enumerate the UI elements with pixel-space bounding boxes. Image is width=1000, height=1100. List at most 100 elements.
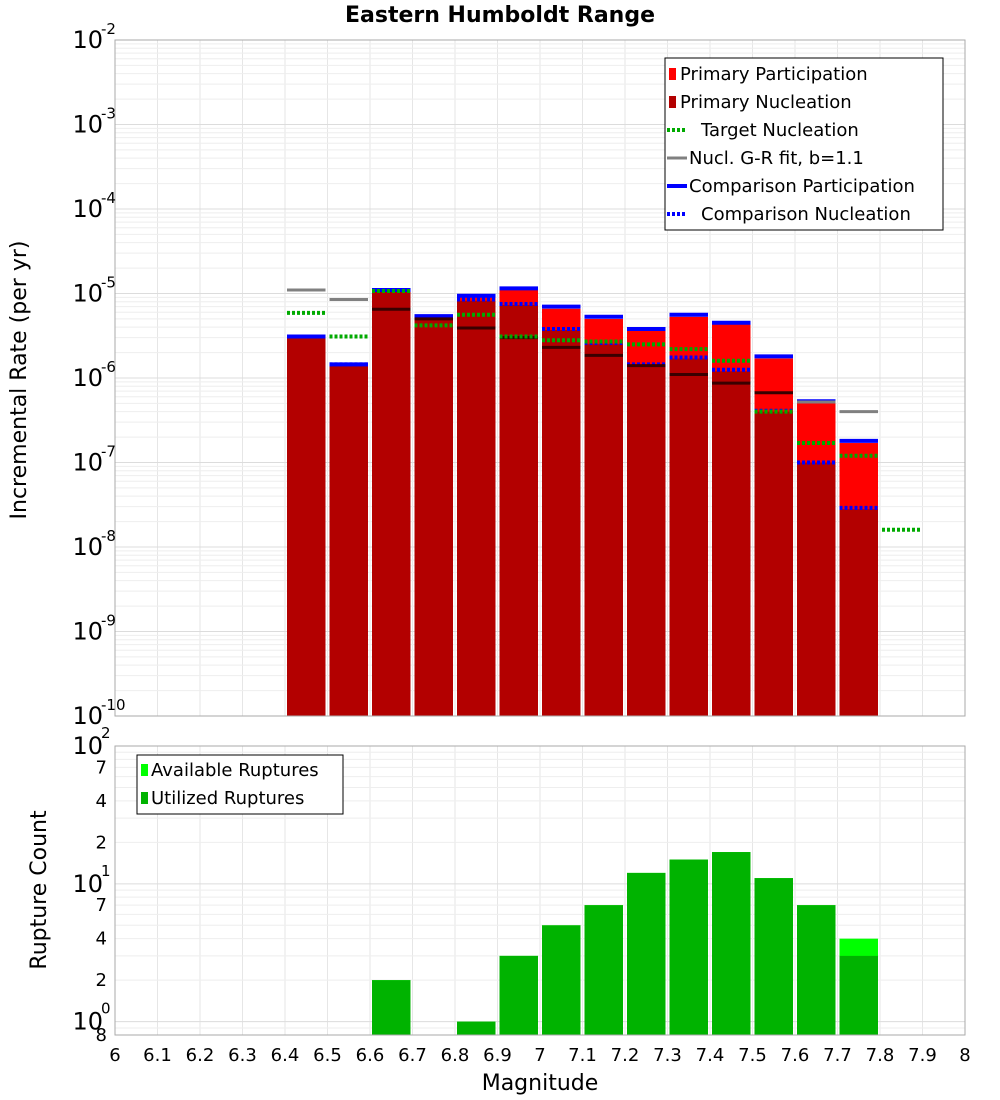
y-tick-label: 10: [72, 1008, 103, 1036]
legend-swatch: [669, 96, 676, 108]
legend-label: Target Nucleation: [700, 120, 859, 141]
nucleation-bar: [797, 462, 836, 716]
nucleation-bar: [754, 411, 793, 716]
bottom-plot-frame: [114, 745, 966, 1036]
top-legend: Primary Participation Primary Nucleation T…: [664, 57, 944, 231]
x-tick-label: 6.7: [398, 1045, 427, 1066]
x-tick-label: 6.9: [483, 1045, 512, 1066]
utilized-ruptures-bar: [839, 955, 878, 1035]
y-tick-label: 7: [96, 757, 107, 778]
x-tick-label: 7.9: [908, 1045, 937, 1066]
legend-item: Available Ruptures: [141, 760, 319, 781]
legend-label: Comparison Nucleation: [701, 204, 911, 225]
top-y-ticks: 10-210-310-410-510-610-710-810-910-10: [72, 20, 125, 730]
legend-swatch: [141, 792, 148, 804]
nucleation-bar: [542, 329, 581, 716]
y-tick-label: 10: [72, 449, 103, 477]
y-tick-label: 10: [72, 732, 103, 760]
x-tick-label: 8: [959, 1045, 970, 1066]
legend-label: Utilized Ruptures: [151, 788, 304, 809]
nucleation-bar: [457, 300, 496, 716]
y-tick-label: 4: [96, 929, 107, 950]
legend-label: Comparison Participation: [689, 176, 915, 197]
x-tick-label: 7.2: [611, 1045, 640, 1066]
legend-box: [136, 754, 344, 815]
x-tick-label: 7.3: [653, 1045, 682, 1066]
nucleation-bar: [329, 365, 368, 716]
legend-item: Primary Nucleation: [669, 92, 852, 113]
y-tick-exponent: 1: [101, 862, 111, 880]
bottom-legend: Available Ruptures Utilized Ruptures: [136, 754, 344, 815]
x-ticks: 6 6.1 6.2 6.3 6.4 6.5 6.6 6.7 6.8 6.9 7 7.1 7.2 7.3 7.…: [109, 1045, 970, 1066]
legend-label: Primary Participation: [680, 64, 868, 85]
x-tick-label: 6.5: [313, 1045, 342, 1066]
legend-item: Utilized Ruptures: [141, 788, 304, 809]
x-tick-label: 7.7: [823, 1045, 852, 1066]
legend-box: [664, 57, 944, 231]
legend-item: Nucl. G-R fit, b=1.1: [667, 148, 864, 169]
utilized-ruptures-bar: [584, 905, 623, 1035]
utilized-ruptures-bar: [754, 878, 793, 1035]
nucleation-bar: [584, 344, 623, 716]
y-tick-exponent: -9: [101, 612, 116, 630]
y-tick-exponent: -8: [101, 527, 116, 545]
x-tick-label: 6.4: [271, 1045, 300, 1066]
utilized-ruptures-bar: [712, 852, 751, 1035]
y-tick-label: 10: [72, 280, 103, 308]
legend-label: Available Ruptures: [151, 760, 319, 781]
y-tick-label: 10: [72, 702, 103, 730]
nucleation-bar: [839, 509, 878, 716]
nucleation-bar: [499, 305, 538, 716]
legend-item: Primary Participation: [669, 64, 868, 85]
top-plot-frame: [114, 39, 966, 717]
y-tick-label: 10: [72, 111, 103, 139]
utilized-ruptures-bar: [797, 905, 836, 1035]
utilized-ruptures-bar: [627, 872, 666, 1035]
x-tick-label: 7.8: [866, 1045, 895, 1066]
y-tick-label: 8: [96, 1025, 107, 1046]
x-tick-label: 6.2: [186, 1045, 215, 1066]
legend-swatch: [669, 68, 676, 80]
top-plot-bars: [287, 290, 878, 716]
x-tick-label: 6: [109, 1045, 120, 1066]
utilized-ruptures-bar: [542, 925, 581, 1035]
y-tick-exponent: -10: [101, 696, 126, 714]
y-tick-label: 10: [72, 870, 103, 898]
x-tick-label: 6.1: [143, 1045, 172, 1066]
y-tick-label: 7: [96, 895, 107, 916]
x-tick-label: 7.4: [696, 1045, 725, 1066]
x-tick-label: 6.6: [356, 1045, 385, 1066]
y-tick-exponent: 2: [101, 724, 111, 742]
bottom-y-axis-label: Rupture Count: [27, 810, 52, 970]
legend-item: Comparison Nucleation: [667, 204, 911, 225]
nucleation-bar: [372, 291, 411, 716]
x-tick-label: 7: [534, 1045, 545, 1066]
legend-item: Target Nucleation: [667, 120, 859, 141]
x-axis-label: Magnitude: [482, 1071, 599, 1096]
y-tick-exponent: 0: [101, 1000, 111, 1018]
y-tick-label: 10: [72, 195, 103, 223]
nucleation-bar: [414, 318, 453, 716]
y-tick-label: 10: [72, 618, 103, 646]
utilized-ruptures-bar: [457, 1021, 496, 1035]
legend-label: Primary Nucleation: [680, 92, 852, 113]
x-tick-label: 6.8: [441, 1045, 470, 1066]
y-tick-label: 10: [72, 26, 103, 54]
bottom-plot-bars: [372, 852, 878, 1035]
legend-label: Nucl. G-R fit, b=1.1: [689, 148, 864, 169]
top-plot-lines: [287, 286, 921, 532]
utilized-ruptures-bar: [372, 980, 411, 1035]
y-tick-label: 10: [72, 364, 103, 392]
y-tick-exponent: -7: [101, 443, 116, 461]
x-tick-label: 6.3: [228, 1045, 257, 1066]
y-tick-exponent: -4: [101, 189, 116, 207]
legend-swatch: [141, 764, 148, 776]
nucleation-bar: [627, 365, 666, 716]
nucleation-bar: [287, 337, 326, 716]
x-tick-label: 7.1: [568, 1045, 597, 1066]
y-tick-exponent: -3: [101, 105, 116, 123]
x-tick-label: 7.5: [738, 1045, 767, 1066]
y-tick-exponent: -5: [101, 274, 116, 292]
